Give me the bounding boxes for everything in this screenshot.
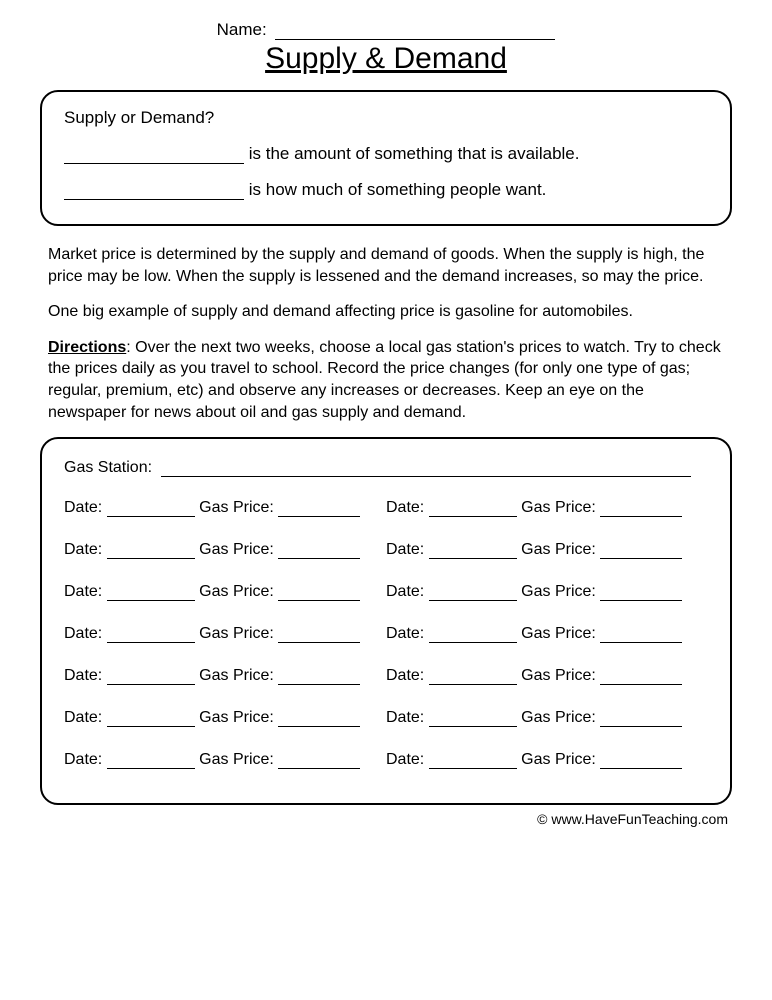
gas-station-label: Gas Station:: [64, 459, 152, 476]
date-label: Date:: [386, 709, 424, 726]
price-label: Gas Price:: [521, 541, 596, 558]
date-blank[interactable]: [429, 516, 517, 517]
date-label: Date:: [64, 751, 102, 768]
price-blank[interactable]: [278, 558, 360, 559]
price-blank[interactable]: [600, 600, 682, 601]
price-entry: Date: Gas Price:: [386, 751, 708, 769]
blank-demand[interactable]: [64, 199, 244, 200]
date-blank[interactable]: [107, 768, 195, 769]
price-blank[interactable]: [278, 516, 360, 517]
date-blank[interactable]: [429, 768, 517, 769]
price-entry: Date: Gas Price:: [64, 625, 386, 643]
price-blank[interactable]: [600, 516, 682, 517]
price-label: Gas Price:: [521, 499, 596, 516]
date-label: Date:: [386, 499, 424, 516]
date-label: Date:: [64, 583, 102, 600]
date-blank[interactable]: [107, 726, 195, 727]
price-entry: Date: Gas Price:: [386, 499, 708, 517]
price-label: Gas Price:: [199, 625, 274, 642]
date-label: Date:: [64, 541, 102, 558]
price-label: Gas Price:: [199, 709, 274, 726]
directions-text: : Over the next two weeks, choose a loca…: [48, 339, 721, 421]
date-blank[interactable]: [107, 684, 195, 685]
date-blank[interactable]: [429, 726, 517, 727]
price-blank[interactable]: [278, 684, 360, 685]
price-entry: Date: Gas Price:: [386, 583, 708, 601]
price-label: Gas Price:: [521, 751, 596, 768]
page-title: Supply & Demand: [40, 42, 732, 76]
price-blank[interactable]: [600, 768, 682, 769]
date-label: Date:: [64, 667, 102, 684]
price-label: Gas Price:: [199, 583, 274, 600]
price-entry: Date: Gas Price:: [64, 499, 386, 517]
name-label: Name:: [217, 20, 267, 39]
date-label: Date:: [64, 499, 102, 516]
directions-paragraph: Directions: Over the next two weeks, cho…: [48, 337, 724, 423]
price-entry: Date: Gas Price:: [386, 709, 708, 727]
price-entry: Date: Gas Price:: [64, 583, 386, 601]
price-blank[interactable]: [600, 642, 682, 643]
paragraph-1: Market price is determined by the supply…: [48, 244, 724, 287]
definition-line-2: is how much of something people want.: [64, 180, 708, 200]
price-blank[interactable]: [600, 726, 682, 727]
price-entry: Date: Gas Price:: [386, 667, 708, 685]
price-blank[interactable]: [278, 600, 360, 601]
price-entry: Date: Gas Price:: [64, 751, 386, 769]
date-label: Date:: [386, 667, 424, 684]
date-blank[interactable]: [107, 516, 195, 517]
gas-station-blank[interactable]: [161, 476, 691, 477]
price-label: Gas Price:: [199, 541, 274, 558]
date-label: Date:: [386, 541, 424, 558]
definition-box: Supply or Demand? is the amount of somet…: [40, 90, 732, 226]
price-blank[interactable]: [278, 726, 360, 727]
price-entry: Date: Gas Price:: [64, 541, 386, 559]
price-label: Gas Price:: [521, 625, 596, 642]
price-entry: Date: Gas Price:: [64, 667, 386, 685]
price-blank[interactable]: [600, 684, 682, 685]
price-label: Gas Price:: [521, 667, 596, 684]
footer-copyright: © www.HaveFunTeaching.com: [40, 811, 732, 827]
price-label: Gas Price:: [199, 751, 274, 768]
definition-text-1: is the amount of something that is avail…: [249, 144, 580, 163]
definition-text-2: is how much of something people want.: [249, 180, 547, 199]
date-blank[interactable]: [429, 684, 517, 685]
date-label: Date:: [64, 625, 102, 642]
price-label: Gas Price:: [199, 499, 274, 516]
record-box: Gas Station: Date: Gas Price: Date: Gas …: [40, 437, 732, 805]
date-blank[interactable]: [107, 642, 195, 643]
date-label: Date:: [64, 709, 102, 726]
date-blank[interactable]: [107, 600, 195, 601]
date-label: Date:: [386, 751, 424, 768]
price-label: Gas Price:: [521, 709, 596, 726]
price-blank[interactable]: [600, 558, 682, 559]
paragraph-2: One big example of supply and demand aff…: [48, 301, 724, 323]
date-blank[interactable]: [429, 600, 517, 601]
date-blank[interactable]: [429, 558, 517, 559]
price-blank[interactable]: [278, 768, 360, 769]
price-blank[interactable]: [278, 642, 360, 643]
definition-line-1: is the amount of something that is avail…: [64, 144, 708, 164]
price-entry: Date: Gas Price:: [386, 625, 708, 643]
directions-label: Directions: [48, 339, 126, 356]
gas-station-line: Gas Station:: [64, 459, 708, 477]
price-label: Gas Price:: [521, 583, 596, 600]
date-blank[interactable]: [107, 558, 195, 559]
date-blank[interactable]: [429, 642, 517, 643]
name-blank[interactable]: [275, 39, 555, 40]
price-entry: Date: Gas Price:: [64, 709, 386, 727]
date-label: Date:: [386, 625, 424, 642]
entry-rows: Date: Gas Price: Date: Gas Price: Date: …: [64, 499, 708, 793]
blank-supply[interactable]: [64, 163, 244, 164]
price-entry: Date: Gas Price:: [386, 541, 708, 559]
definition-question: Supply or Demand?: [64, 108, 708, 128]
price-label: Gas Price:: [199, 667, 274, 684]
name-field: Name:: [40, 20, 732, 40]
date-label: Date:: [386, 583, 424, 600]
